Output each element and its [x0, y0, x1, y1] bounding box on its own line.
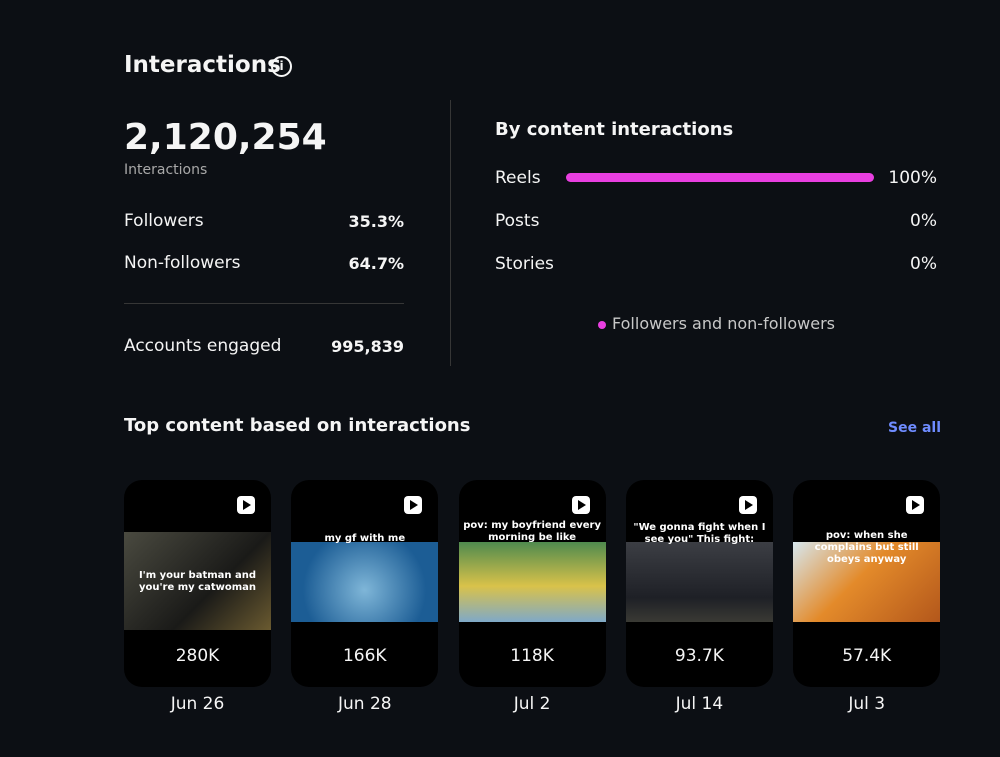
thumbnail: [124, 532, 271, 630]
content-card[interactable]: I'm your batman and you're my catwoman 28…: [124, 480, 271, 687]
reel-icon: [571, 496, 590, 514]
content-date: Jun 28: [337, 694, 392, 714]
info-icon[interactable]: i: [271, 56, 292, 77]
legend-text: Followers and non-followers: [612, 314, 836, 333]
row-label: Posts: [495, 211, 540, 231]
reel-icon: [906, 496, 925, 514]
content-value: 166K: [342, 646, 387, 666]
content-value: 57.4K: [842, 646, 892, 666]
content-card[interactable]: pov: when she complains but still obeys …: [793, 480, 941, 687]
row-value: 35.3%: [348, 212, 404, 231]
legend-dot: [598, 320, 606, 329]
legend: Followers and non-followers: [598, 314, 835, 333]
thumbnail: [458, 542, 606, 622]
row-value: 0%: [910, 211, 937, 231]
thumbnail-caption: "We gonna fight when I see you" This fig…: [633, 522, 766, 545]
content-value: 118K: [510, 646, 554, 666]
content-date: Jul 14: [675, 694, 724, 714]
row-label: Stories: [495, 254, 554, 274]
reel-icon: [738, 496, 757, 514]
thumbnail-caption: pov: when she complains but still obeys …: [814, 530, 919, 565]
divider: [450, 100, 451, 366]
breakdown-title: By content interactions: [495, 119, 734, 140]
content-value: 93.7K: [674, 646, 724, 666]
reel-icon: [404, 496, 423, 514]
row-value: 995,839: [331, 337, 404, 356]
total-label: Interactions: [124, 162, 208, 178]
thumbnail-caption: pov: my boyfriend every morning be like: [463, 520, 601, 543]
reel-icon: [237, 496, 255, 514]
section-title: Interactions: [124, 52, 281, 78]
thumbnail: [291, 542, 439, 622]
row-label: Non-followers: [124, 253, 241, 273]
row-label: Followers: [124, 211, 204, 231]
divider: [124, 303, 404, 304]
top-content-title: Top content based on interactions: [124, 415, 471, 436]
row-label: Accounts engaged: [124, 336, 282, 356]
content-card[interactable]: my gf with me 166K: [291, 480, 439, 687]
content-value: 280K: [175, 646, 220, 666]
content-card[interactable]: "We gonna fight when I see you" This fig…: [625, 480, 773, 687]
row-value: 0%: [910, 254, 937, 274]
total-interactions: 2,120,254: [124, 117, 327, 158]
content-card[interactable]: pov: my boyfriend every morning be like 1…: [458, 480, 606, 687]
bar: [566, 173, 874, 182]
thumbnail-caption: I'm your batman and you're my catwoman: [138, 570, 257, 593]
thumbnail: [793, 542, 941, 622]
thumbnail-caption: my gf with me: [324, 533, 406, 544]
thumbnail: [625, 542, 773, 622]
content-date: Jun 26: [170, 694, 225, 714]
row-value: 64.7%: [348, 254, 404, 273]
row-label: Reels: [495, 168, 541, 188]
see-all-link[interactable]: See all: [888, 420, 941, 436]
content-date: Jul 2: [513, 694, 551, 714]
content-date: Jul 3: [848, 694, 886, 714]
row-value: 100%: [888, 168, 937, 188]
